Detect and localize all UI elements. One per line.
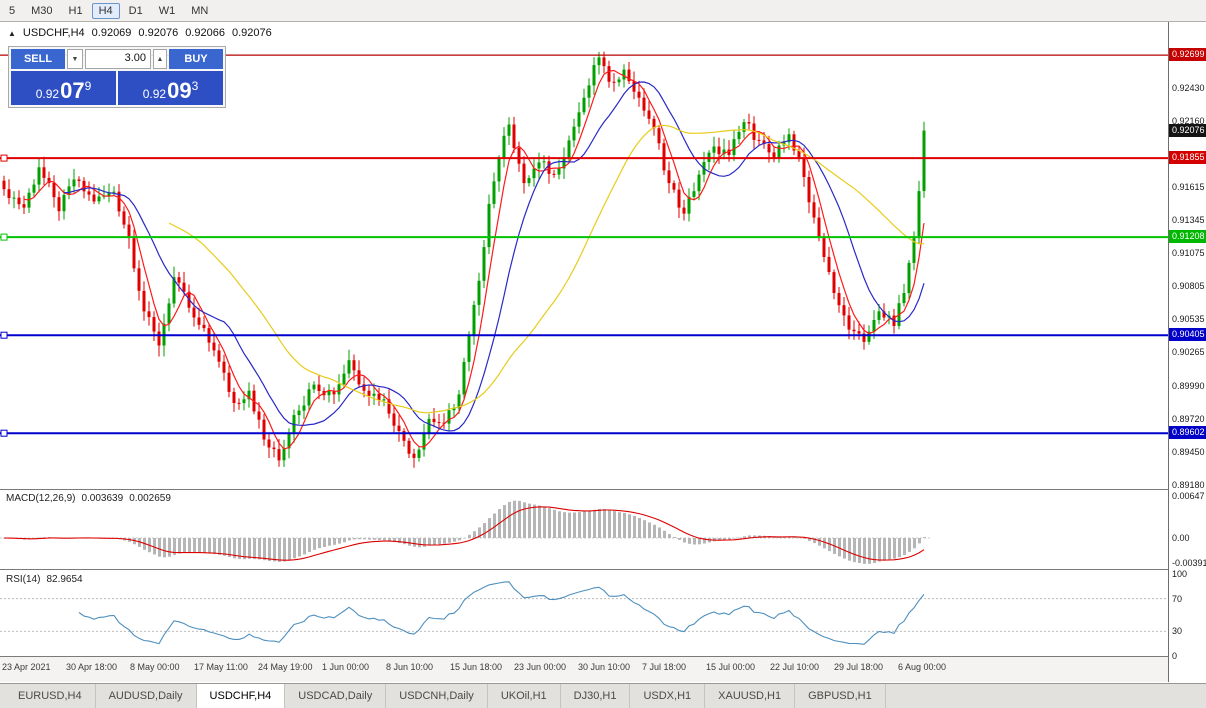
price-axis-tick: 0.89720 [1172,413,1205,424]
price-level-badge: 0.92699 [1169,48,1206,62]
time-axis-label: 15 Jun 18:00 [450,662,503,672]
time-axis-label: 23 Jun 00:00 [514,662,567,672]
price-axis[interactable]: 0.92430 0.92160 0.91615 0.91345 0.91075 0.908… [1168,22,1206,682]
rsi-axis-tick: 30 [1172,626,1183,637]
buy-price-point: 3 [191,79,199,93]
timeframe-button-m30[interactable]: M30 [31,4,53,17]
panel-separator-macd-rsi[interactable] [0,569,1206,570]
chart-collapse-icon[interactable]: ▲ [8,28,16,38]
macd-signal-value: 0.002659 [129,493,171,504]
macd-indicator-label: MACD(12,26,9) 0.003639 0.002659 [6,493,171,504]
ohlc-high: 0.92076 [138,27,179,39]
chart-tab-usdcnh-daily[interactable]: USDCNH,Daily [386,684,488,708]
macd-name: MACD(12,26,9) [6,493,76,504]
time-axis-label: 22 Jul 10:00 [770,662,820,672]
time-axis-label: 17 May 11:00 [194,662,248,672]
rsi-axis-tick: 100 [1172,569,1188,579]
chart-tab-audusd-daily[interactable]: AUDUSD,Daily [96,684,197,708]
macd-axis-tick: 0.00647 [1172,491,1205,502]
time-axis-label: 24 May 19:00 [258,662,313,672]
price-axis-tick: 0.92160 [1172,115,1205,126]
chart-tab-ukoil-h1[interactable]: UKOil,H1 [488,684,561,708]
chart-tab-dj30-h1[interactable]: DJ30,H1 [561,684,631,708]
price-level-badge: 0.91208 [1169,230,1206,244]
chart-tab-xauusd-h1[interactable]: XAUUSD,H1 [705,684,796,708]
rsi-value: 82.9654 [46,574,83,585]
buy-price-box[interactable]: 0.92 09 3 [118,71,223,105]
timeframe-button-w1[interactable]: W1 [158,4,176,17]
time-axis-label: 30 Apr 18:00 [66,662,118,672]
sell-price-point: 9 [84,79,92,93]
rsi-axis-tick: 70 [1172,593,1183,604]
time-axis-label: 15 Jul 00:00 [706,662,756,672]
macd-main-value: 0.003639 [81,493,124,504]
time-axis-label: 6 Aug 00:00 [898,662,947,672]
buy-button[interactable]: BUY [169,49,223,69]
price-level-badge: 0.92076 [1169,124,1206,138]
price-chart-canvas[interactable] [0,22,1168,656]
timeframe-button-mn[interactable]: MN [191,4,209,17]
chart-tab-bar: EURUSD,H4 AUDUSD,Daily USDCHF,H4 USDCAD,Dai… [0,683,1206,708]
price-axis-tick: 0.89180 [1172,479,1205,490]
sell-price-box[interactable]: 0.92 07 9 [11,71,116,105]
time-axis[interactable]: 23 Apr 2021 30 Apr 18:00 8 May 00:00 17 May… [0,657,1168,682]
chart-tab-usdchf-h4[interactable]: USDCHF,H4 [196,684,286,708]
sell-button[interactable]: SELL [11,49,65,69]
macd-axis-tick: 0.00 [1172,533,1190,543]
price-level-badge: 0.91855 [1169,151,1206,165]
volume-increment-icon[interactable]: ▲ [153,49,167,69]
price-axis-tick: 0.90265 [1172,347,1205,358]
time-axis-label: 8 Jun 10:00 [386,662,434,672]
time-axis-label: 23 Apr 2021 [2,662,51,672]
price-axis-tick: 0.89990 [1172,380,1205,391]
ohlc-close: 0.92076 [231,27,272,39]
timeframe-button-d1[interactable]: D1 [128,4,143,17]
chart-symbol-label: USDCHF,H4 [22,27,85,39]
time-axis-label: 29 Jul 18:00 [834,662,884,672]
buy-price-prefix: 0.92 [142,87,167,101]
price-level-badge: 0.89602 [1169,426,1206,440]
rsi-name: RSI(14) [6,574,41,585]
chart-tab-eurusd-h4[interactable]: EURUSD,H4 [5,684,96,708]
sell-price-prefix: 0.92 [35,87,60,101]
timeframe-button-h4[interactable]: H4 [91,2,120,19]
buy-price-pips: 09 [167,78,192,103]
chart-tab-gbpusd-h1[interactable]: GBPUSD,H1 [795,684,886,708]
ohlc-low: 0.92066 [185,27,225,39]
timeframe-button-5[interactable]: 5 [9,4,16,17]
price-axis-tick: 0.90805 [1172,281,1205,292]
price-axis-tick: 0.91345 [1172,215,1205,226]
time-axis-label: 7 Jul 18:00 [642,662,687,672]
price-axis-tick: 0.92430 [1172,82,1205,93]
timeframe-button-h1[interactable]: H1 [68,4,83,17]
rsi-indicator-label: RSI(14) 82.9654 [6,574,83,585]
chart-tab-usdx-h1[interactable]: USDX,H1 [630,684,706,708]
volume-input[interactable]: 3.00 [85,49,151,69]
timeframe-toolbar: 5 M30 H1 H4 D1 W1 MN [0,0,1206,22]
price-level-badge: 0.90405 [1169,328,1206,342]
macd-axis-tick: -0.00391 [1172,558,1206,569]
one-click-trade-panel: SELL ▼ 3.00 ▲ BUY 0.92 07 9 0.92 09 3 [8,46,226,108]
ohlc-open: 0.92069 [91,27,132,39]
price-axis-tick: 0.90535 [1172,314,1205,325]
time-axis-label: 8 May 00:00 [130,662,180,672]
rsi-axis-tick: 0 [1172,651,1178,661]
price-axis-tick: 0.91075 [1172,248,1205,259]
time-axis-label: 30 Jun 10:00 [578,662,631,672]
panel-separator-main-macd[interactable] [0,489,1206,490]
time-axis-label: 1 Jun 00:00 [322,662,370,672]
price-axis-tick: 0.91615 [1172,182,1205,193]
chart-ohlc-header: ▲ USDCHF,H4 0.92069 0.92076 0.92066 0.92… [8,27,272,39]
volume-dropdown-icon[interactable]: ▼ [67,49,83,69]
price-axis-tick: 0.89450 [1172,446,1205,457]
chart-tab-usdcad-daily[interactable]: USDCAD,Daily [285,684,387,708]
panel-separator-rsi-timeaxis [0,656,1206,657]
sell-price-pips: 07 [60,78,85,103]
